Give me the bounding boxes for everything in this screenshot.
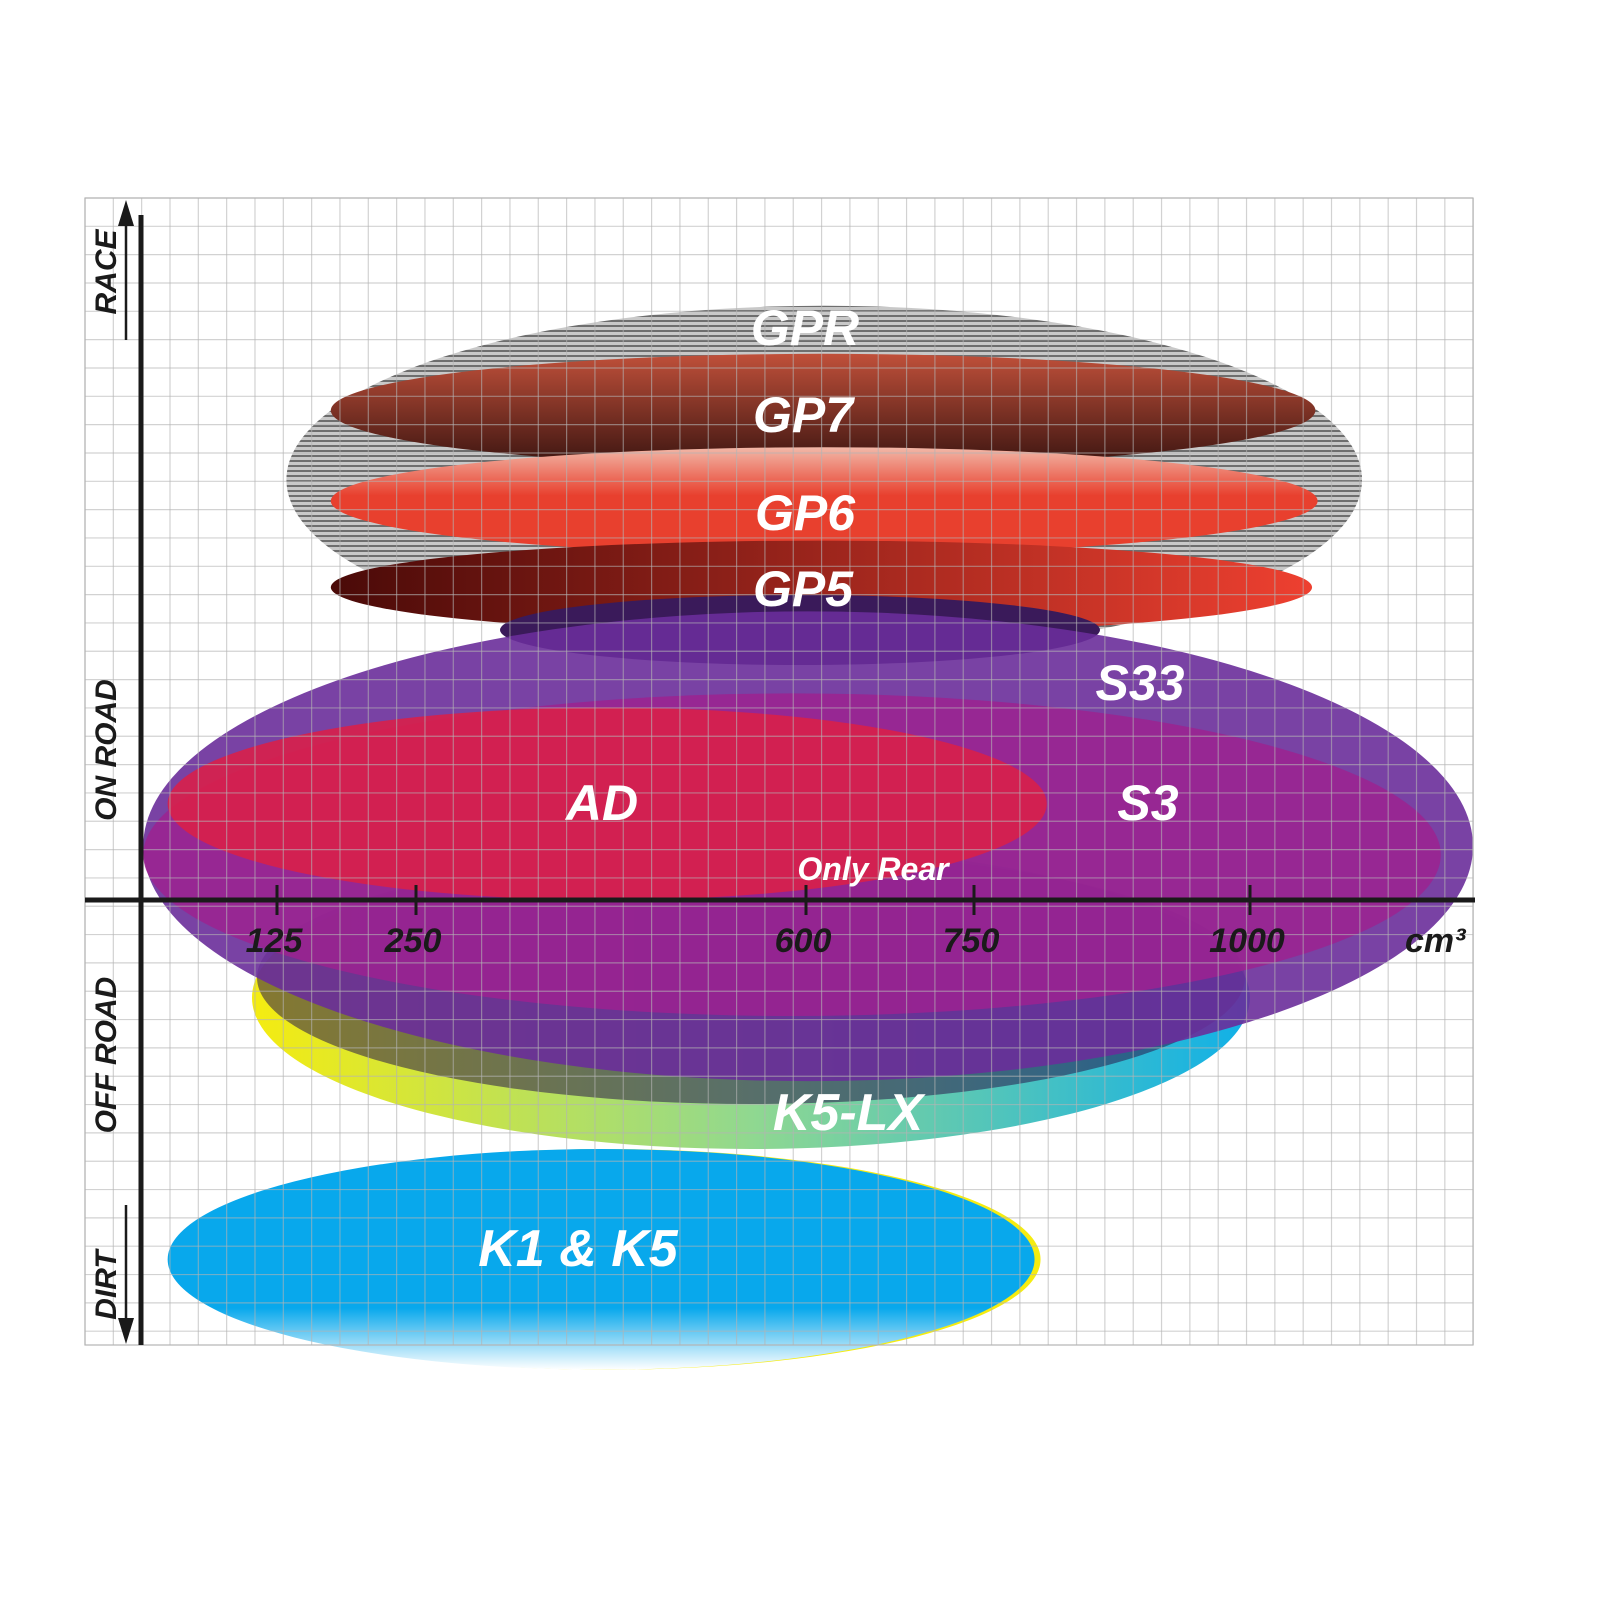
y-category-off-road: OFF ROAD: [90, 977, 123, 1134]
x-tick-label: 250: [384, 922, 442, 960]
label-s33: S33: [1096, 655, 1185, 711]
x-unit-label: cm³: [1405, 922, 1467, 960]
ellipse-gp6: [330, 447, 1318, 555]
x-tick-label: 1000: [1209, 922, 1285, 960]
up-arrow-icon: [118, 200, 134, 226]
axes: [85, 200, 1475, 1345]
x-tick-label: 750: [943, 922, 1000, 960]
label-gp5: GP5: [753, 561, 854, 617]
label-ad: AD: [564, 775, 638, 831]
grid: [84, 197, 1474, 1346]
y-category-on-road: ON ROAD: [90, 679, 123, 821]
down-arrow-icon: [118, 1318, 134, 1344]
label-s3: S3: [1117, 775, 1178, 831]
only-rear-annotation: Only Rear: [797, 851, 950, 887]
label-k1-k5: K1 & K5: [478, 1220, 678, 1278]
label-k5-lx: K5-LX: [773, 1084, 927, 1142]
ellipse-gp7: [330, 353, 1316, 468]
y-category-dirt: DIRT: [90, 1248, 123, 1320]
x-tick-label: 125: [246, 922, 304, 960]
label-gp6: GP6: [755, 485, 856, 541]
ellipse-k1-k5: [167, 1149, 1035, 1370]
x-tick-label: 600: [775, 922, 832, 960]
grid-border: [84, 197, 1474, 1346]
ellipse-ad: [167, 707, 1047, 901]
label-gp7: GP7: [753, 387, 855, 443]
y-category-race: RACE: [90, 229, 123, 315]
label-gpr: GPR: [751, 300, 859, 356]
